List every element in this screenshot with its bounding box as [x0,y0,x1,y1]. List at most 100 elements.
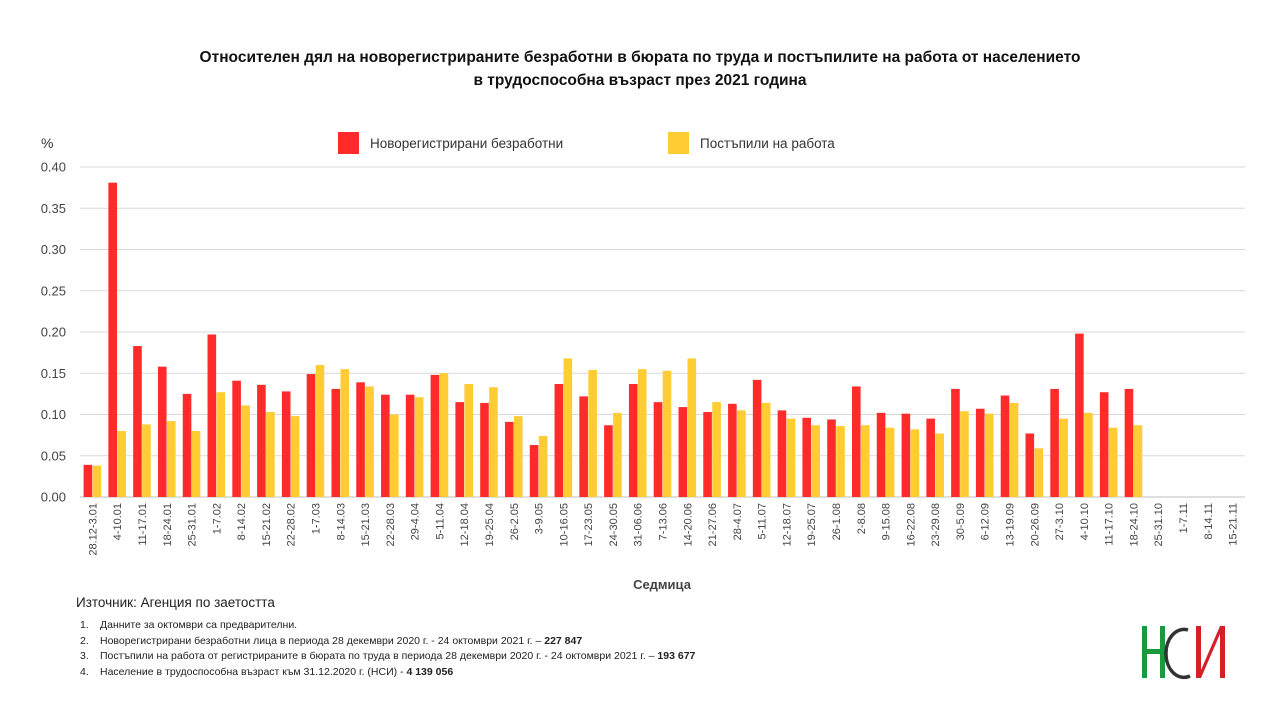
bar-started-work [662,370,672,497]
x-tick-label: 28.12-3.01 [87,503,99,556]
bar-new-unemployed [1050,388,1059,497]
bar-started-work [315,365,325,497]
x-tick-label: 11-17.10 [1104,503,1116,546]
bar-new-unemployed [257,384,266,497]
bar-started-work [1009,402,1019,497]
x-tick-label: 22-28.03 [385,503,397,546]
bar-started-work [761,402,771,497]
x-tick-label: 3-9.05 [534,503,546,534]
x-tick-label: 10-16.05 [558,503,570,546]
bar-new-unemployed [802,417,812,497]
bar-new-unemployed [1000,395,1010,497]
logo-letter-s [1164,627,1191,680]
bar-started-work [563,358,573,497]
bar-new-unemployed [381,394,390,497]
x-tick-label: 28-4.07 [732,503,744,540]
bar-started-work [290,416,300,497]
bar-started-work [588,369,597,497]
bar-new-unemployed [554,383,564,497]
bar-started-work [92,465,102,497]
bar-started-work [191,431,201,497]
bar-new-unemployed [281,391,291,497]
bar-new-unemployed [579,396,588,497]
x-tick-label: 29-4.04 [410,503,422,540]
bar-new-unemployed [901,413,911,497]
bar-started-work [365,386,374,497]
bar-new-unemployed [405,394,415,497]
x-tick-label: 15-21.03 [360,503,372,546]
bar-new-unemployed [306,374,316,497]
bar-started-work [836,426,845,497]
bar-started-work [737,410,746,497]
x-tick-label: 4-10.10 [1079,503,1091,540]
bar-started-work [935,433,944,497]
bar-new-unemployed [182,393,192,497]
bar-started-work [786,418,796,497]
bar-started-work [216,392,226,497]
legend-label: Постъпили на работа [700,136,835,151]
x-tick-label: 13-19.09 [1005,503,1017,546]
x-tick-label: 19-25.07 [806,503,818,546]
x-tick-label: 25-31.01 [187,503,199,546]
y-tick-label: 0.05 [41,448,66,463]
footnotes: 1. Данните за октомври са предварителни. … [80,618,695,680]
x-tick-label: 5-11.04 [434,503,446,540]
bar-new-unemployed [108,182,117,498]
x-tick-label: 8-14.11 [1203,503,1215,540]
chart-title-line2: в трудоспособна възраст през 2021 година [473,72,807,89]
chart-title-line1: Относителен дял на новорегистрираните бе… [199,49,1081,66]
bar-new-unemployed [876,412,886,497]
bar-new-unemployed [926,418,935,497]
bar-new-unemployed [133,346,142,497]
bar-started-work [266,412,275,497]
bar-new-unemployed [851,386,861,497]
x-tick-label: 22-28.02 [286,503,298,546]
footnote-4: 4. Население в трудоспособна възраст към … [80,665,454,678]
x-tick-label: 12-18.07 [781,503,793,546]
bar-chart: 0.00 0.05 0.10 0.15 0.20 0.25 0.30 0.35 0.40% 28.… [41,132,1245,592]
x-tick-label: 20-26.09 [1029,503,1041,546]
x-tick-label: 1-7.02 [211,503,223,534]
bar-new-unemployed [777,410,787,497]
logo-letter-h [1142,626,1165,678]
bar-new-unemployed [331,388,341,497]
footnote-2: 2. Новорегистрирани безработни лица в пер… [80,634,583,647]
bar-new-unemployed [1075,333,1084,497]
bar-new-unemployed [653,402,663,497]
bar-started-work [1059,418,1068,497]
x-tick-label: 7-13.06 [658,503,670,540]
x-tick-label: 14-20.06 [682,503,694,546]
bar-started-work [513,416,523,497]
bar-started-work [414,397,424,497]
bar-started-work [489,387,498,497]
x-tick-label: 21-27.06 [707,503,719,546]
footnote-1: 1. Данните за октомври са предварителни. [80,619,298,631]
x-tick-label: 15-21.02 [261,503,273,546]
bar-started-work [637,369,647,497]
bar-started-work [340,369,350,497]
bar-started-work [241,405,250,497]
legend-label: Новорегистрирани безработни [370,136,563,151]
x-tick-label: 8-14.02 [236,503,248,540]
x-tick-label: 12-18.04 [459,503,471,546]
x-tick-label: 26-2.05 [509,503,521,540]
x-tick-label: 2-8.08 [856,503,868,534]
bar-new-unemployed [83,464,93,497]
bar-started-work [1034,448,1044,497]
x-tick-label: 16-22.08 [905,503,917,546]
footnote-3: 3. Постъпили на работа от регистрираните … [80,650,696,662]
bar-new-unemployed [356,382,365,497]
bar-started-work [464,383,474,497]
nsi-logo [1142,626,1225,680]
x-tick-label: 18-24.01 [162,503,174,546]
bar-started-work [117,431,126,497]
y-tick-label: 0.35 [41,201,66,216]
bar-new-unemployed [529,445,539,497]
y-axis-label: % [41,135,53,151]
bar-started-work [910,429,920,497]
x-tick-label: 15-21.11 [1228,503,1240,546]
bar-started-work [538,435,548,497]
x-tick-label: 17-23.05 [583,503,595,546]
y-tick-label: 0.40 [41,160,66,175]
x-tick-label: 6-12.09 [980,503,992,540]
